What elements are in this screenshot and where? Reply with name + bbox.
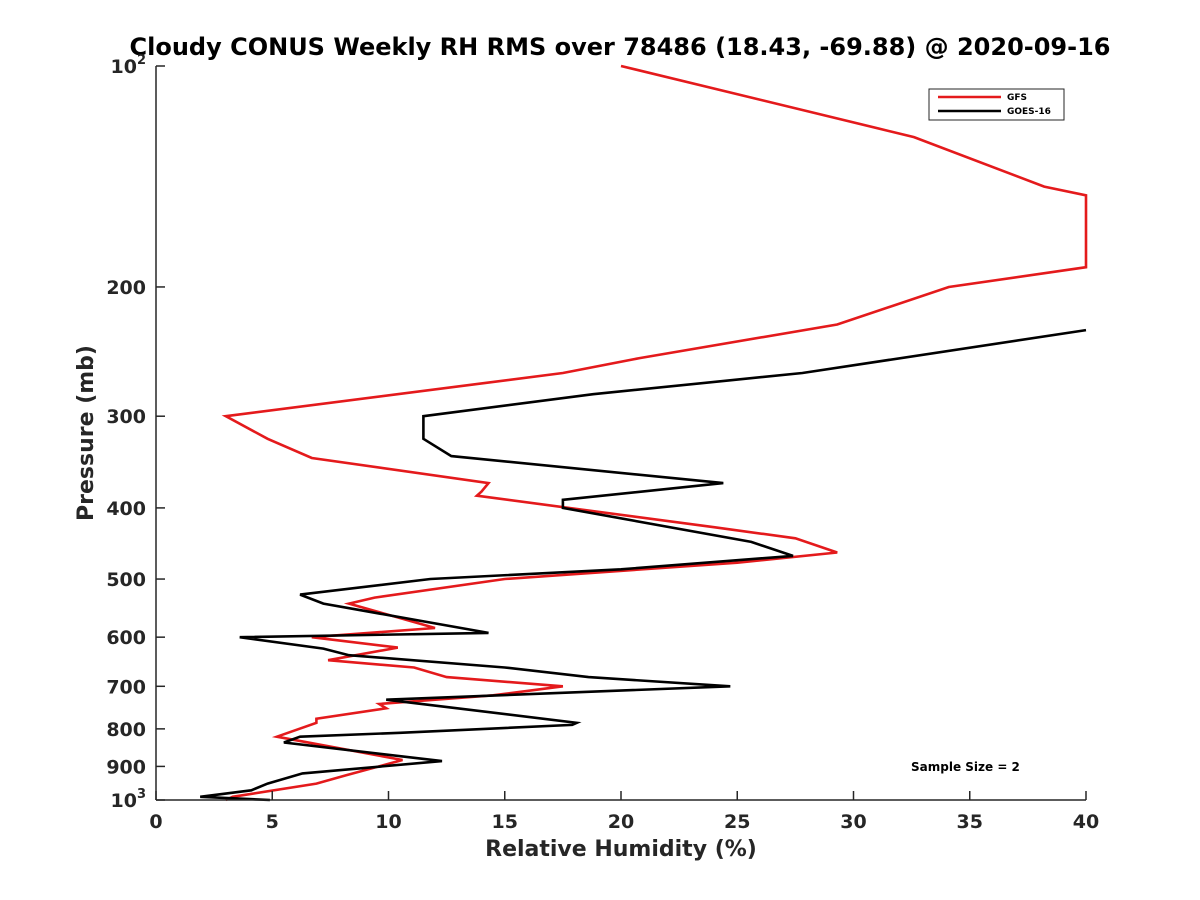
series-layer bbox=[200, 64, 1088, 802]
chart-title: Cloudy CONUS Weekly RH RMS over 78486 (1… bbox=[130, 33, 1111, 61]
y-tick-label: 200 bbox=[106, 277, 146, 299]
x-tick-label: 15 bbox=[492, 811, 518, 833]
x-tick-label: 20 bbox=[608, 811, 634, 833]
y-axis-label: Pressure (mb) bbox=[74, 345, 99, 521]
x-tick-label: 25 bbox=[724, 811, 750, 833]
legend-label-goes16: GOES-16 bbox=[1007, 107, 1051, 117]
legend-box bbox=[928, 88, 1065, 121]
x-ticks: 0 5 10 15 20 25 30 35 40 bbox=[149, 791, 1099, 833]
series-line-gfs bbox=[221, 64, 1088, 802]
legend-label-gfs: GFS bbox=[1007, 93, 1027, 103]
x-axis-label: Relative Humidity (%) bbox=[485, 837, 757, 862]
x-tick-label: 40 bbox=[1073, 811, 1099, 833]
x-tick-label: 35 bbox=[957, 811, 983, 833]
x-tick-label: 30 bbox=[840, 811, 866, 833]
y-ticks: 102 200 300 400 500 600 700 800 900 103 bbox=[106, 53, 165, 812]
y-tick-label: 500 bbox=[106, 569, 146, 591]
plot-area: 0 5 10 15 20 25 30 35 40 102 200 300 400 500 600 700 80… bbox=[106, 53, 1099, 833]
legend: GFS GOES-16 bbox=[928, 88, 1065, 121]
y-tick-label: 800 bbox=[106, 719, 146, 741]
x-tick-label: 5 bbox=[266, 811, 279, 833]
y-tick-label: 102 bbox=[111, 53, 147, 78]
y-tick-label: 300 bbox=[106, 406, 146, 428]
y-tick-label: 700 bbox=[106, 676, 146, 698]
x-tick-label: 10 bbox=[375, 811, 401, 833]
series-line-goes16 bbox=[200, 328, 1087, 802]
y-tick-label: 103 bbox=[111, 787, 147, 812]
x-tick-label: 0 bbox=[149, 811, 162, 833]
sample-size-annotation: Sample Size = 2 bbox=[911, 760, 1020, 774]
y-tick-label: 900 bbox=[106, 756, 146, 778]
y-tick-label: 400 bbox=[106, 498, 146, 520]
y-tick-label: 600 bbox=[106, 627, 146, 649]
